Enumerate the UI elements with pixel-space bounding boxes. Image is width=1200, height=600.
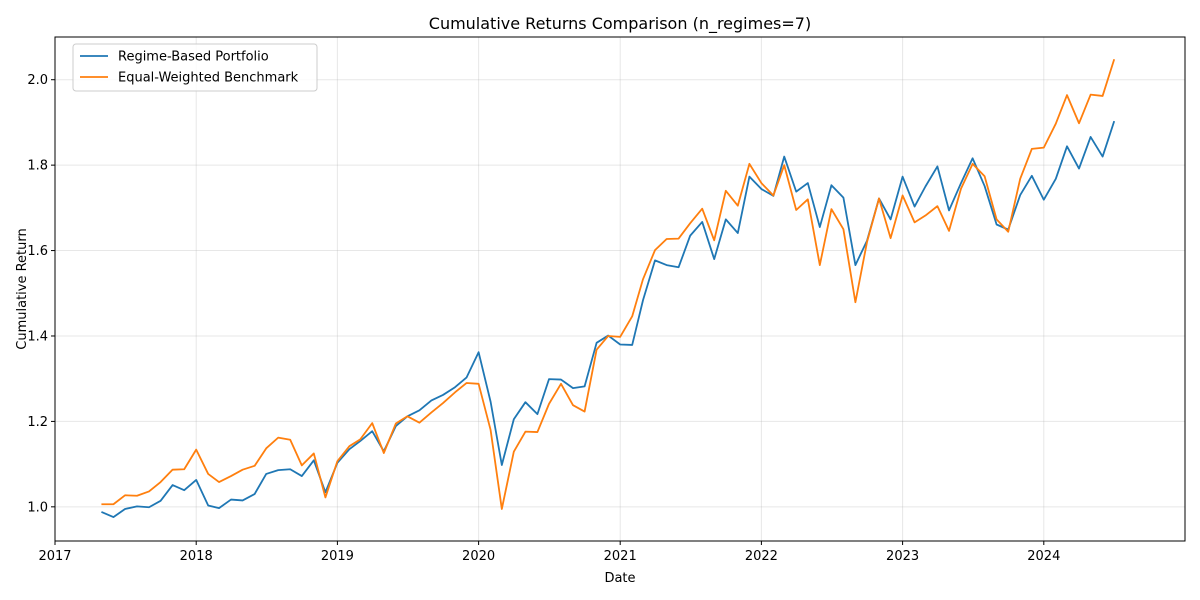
- series-lines: [101, 58, 1116, 518]
- y-axis-ticks: 1.0 1.2 1.4 1.6 1.8 2.0: [27, 73, 55, 515]
- x-tick-label: 2017: [38, 549, 71, 564]
- x-tick-label: 2020: [462, 549, 495, 564]
- x-tick-label: 2023: [886, 549, 919, 564]
- x-tick-label: 2019: [321, 549, 354, 564]
- y-tick-label: 1.8: [27, 159, 48, 174]
- chart-title: Cumulative Returns Comparison (n_regimes…: [429, 14, 811, 34]
- x-axis-label: Date: [604, 571, 635, 586]
- x-tick-label: 2021: [604, 549, 637, 564]
- legend-box: [72, 43, 318, 92]
- legend-entry-label: Regime-Based Portfolio: [118, 50, 269, 65]
- y-tick-label: 1.4: [27, 329, 48, 344]
- y-tick-label: 1.6: [27, 244, 48, 259]
- legend-entry-label: Equal-Weighted Benchmark: [118, 71, 299, 86]
- x-tick-label: 2022: [745, 549, 778, 564]
- y-tick-label: 1.0: [27, 500, 48, 515]
- series-line-1: [101, 58, 1116, 510]
- x-axis-ticks: 2017 2018 2019 2020 2021 2022 2023 2024: [38, 541, 1060, 564]
- legend: Regime-Based Portfolio Equal-Weighted Ben…: [72, 43, 318, 92]
- x-tick-label: 2024: [1027, 549, 1060, 564]
- y-tick-label: 2.0: [27, 73, 48, 88]
- y-tick-label: 1.2: [27, 415, 48, 430]
- y-axis-label: Cumulative Return: [15, 228, 30, 349]
- x-tick-label: 2018: [180, 549, 213, 564]
